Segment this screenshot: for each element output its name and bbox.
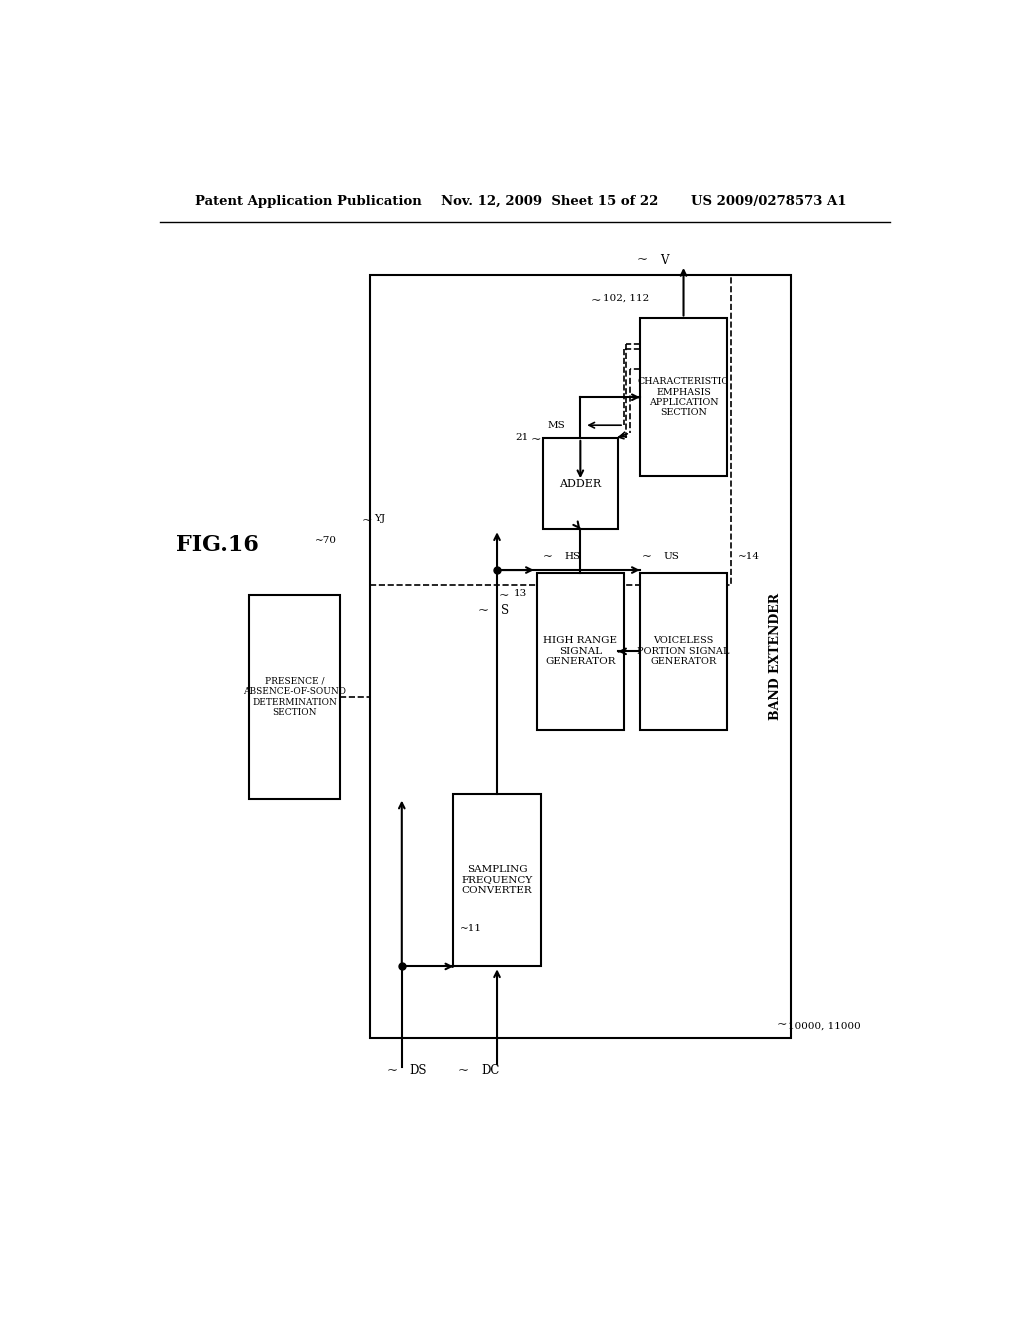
Text: US: US — [664, 552, 680, 561]
Text: VOICELESS
PORTION SIGNAL
GENERATOR: VOICELESS PORTION SIGNAL GENERATOR — [637, 636, 730, 667]
Text: ADDER: ADDER — [559, 479, 601, 488]
Text: BAND EXTENDER: BAND EXTENDER — [769, 593, 782, 719]
Text: ~: ~ — [591, 294, 601, 308]
Text: S: S — [501, 605, 509, 618]
Text: ~: ~ — [387, 1064, 397, 1077]
Text: ~: ~ — [478, 605, 489, 618]
Text: FIG.16: FIG.16 — [176, 533, 258, 556]
Text: ~: ~ — [543, 550, 553, 564]
Text: DS: DS — [410, 1064, 427, 1077]
Text: US 2009/0278573 A1: US 2009/0278573 A1 — [691, 194, 847, 207]
Text: ~: ~ — [530, 433, 541, 446]
Text: ~: ~ — [776, 1018, 786, 1031]
Bar — [370, 276, 731, 585]
Text: 13: 13 — [514, 589, 527, 598]
Text: YJ: YJ — [374, 513, 385, 523]
Text: HS: HS — [564, 552, 581, 561]
Text: PRESENCE /
ABSENCE-OF-SOUND
DETERMINATION
SECTION: PRESENCE / ABSENCE-OF-SOUND DETERMINATIO… — [243, 677, 346, 717]
Text: V: V — [659, 253, 669, 267]
Text: 10000, 11000: 10000, 11000 — [788, 1022, 861, 1031]
Text: MS: MS — [547, 421, 565, 430]
Text: ~: ~ — [361, 513, 373, 527]
Text: CHARACTERISTIC
EMPHASIS
APPLICATION
SECTION: CHARACTERISTIC EMPHASIS APPLICATION SECT… — [638, 378, 729, 417]
Bar — [543, 438, 618, 529]
Bar — [640, 318, 727, 477]
Text: ~70: ~70 — [314, 536, 337, 545]
Text: ~: ~ — [642, 550, 652, 564]
Text: Nov. 12, 2009  Sheet 15 of 22: Nov. 12, 2009 Sheet 15 of 22 — [441, 194, 658, 207]
Text: HIGH RANGE
SIGNAL
GENERATOR: HIGH RANGE SIGNAL GENERATOR — [544, 636, 617, 667]
Bar — [537, 573, 624, 730]
Text: ~: ~ — [499, 589, 509, 602]
Text: 102, 112: 102, 112 — [602, 294, 649, 304]
Bar — [370, 276, 791, 1038]
Text: DC: DC — [481, 1064, 500, 1077]
Text: 21: 21 — [515, 433, 528, 442]
Text: ~: ~ — [637, 253, 648, 267]
Text: Patent Application Publication: Patent Application Publication — [196, 194, 422, 207]
Bar — [454, 793, 541, 966]
Text: ~14: ~14 — [737, 552, 760, 561]
Bar — [640, 573, 727, 730]
Text: SAMPLING
FREQUENCY
CONVERTER: SAMPLING FREQUENCY CONVERTER — [462, 865, 532, 895]
Text: ~11: ~11 — [460, 924, 481, 933]
Bar — [249, 595, 340, 799]
Text: ~: ~ — [458, 1064, 469, 1077]
